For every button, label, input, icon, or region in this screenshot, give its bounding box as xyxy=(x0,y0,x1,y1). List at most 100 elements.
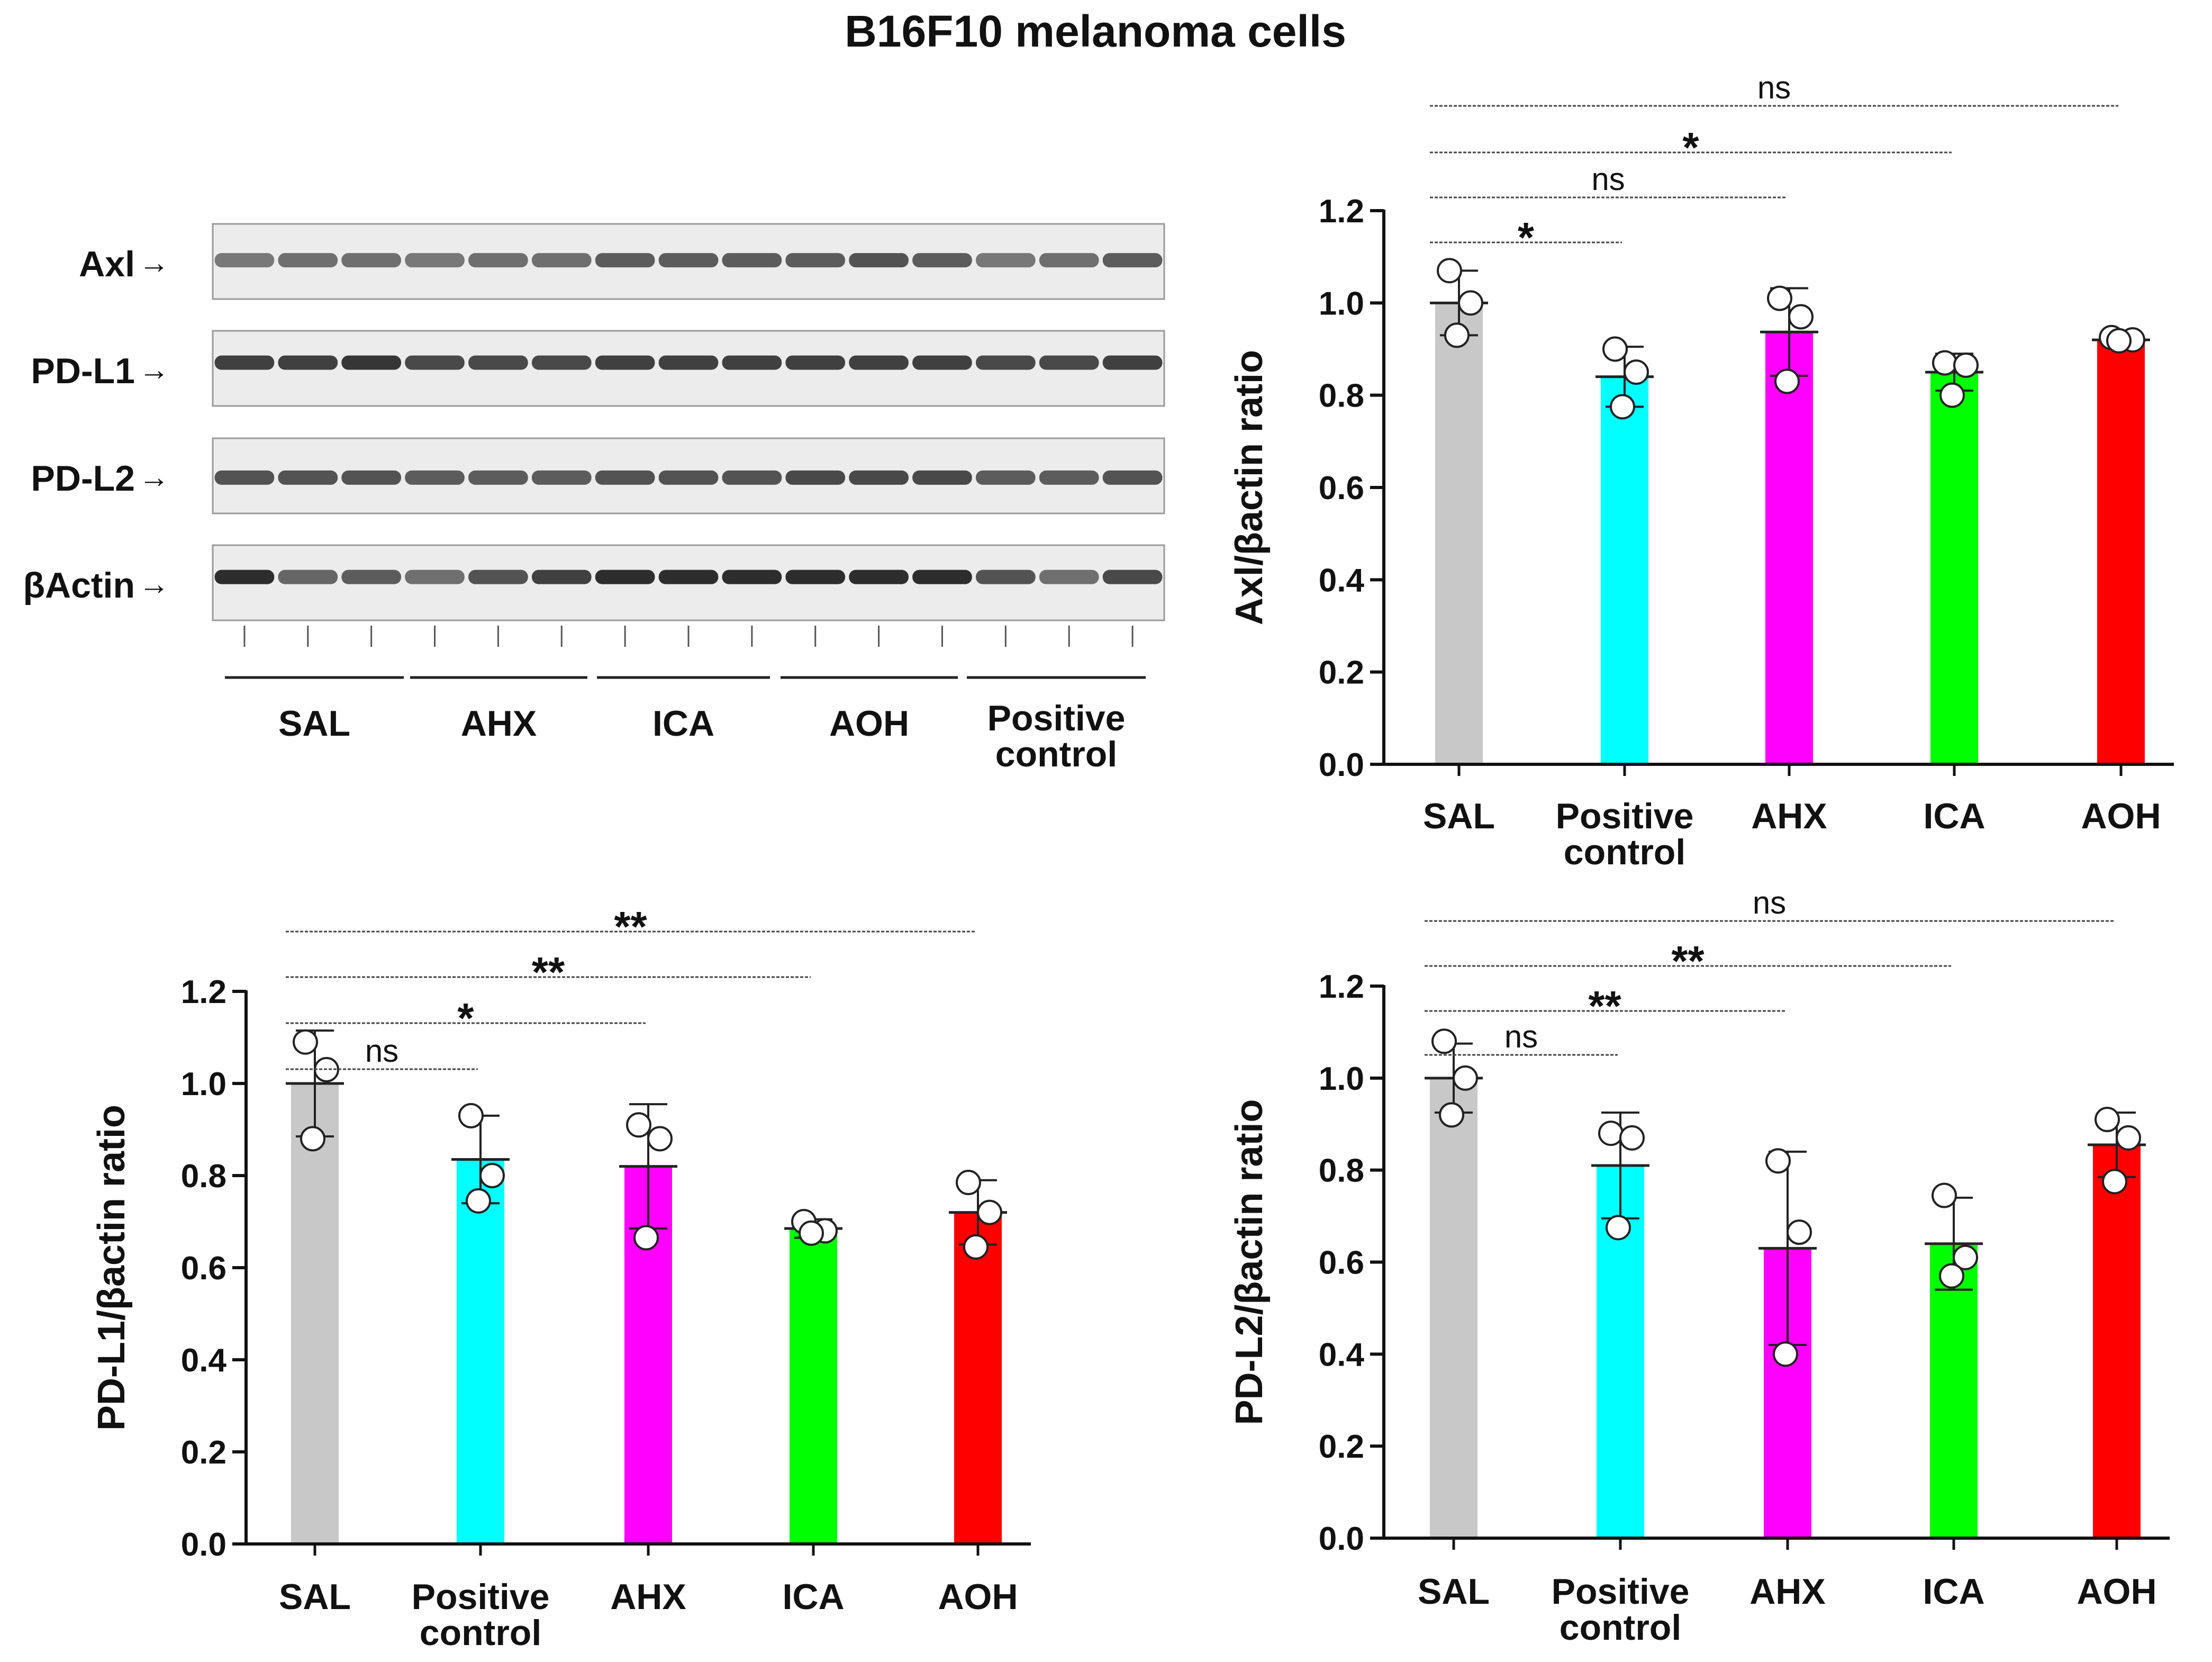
protein-band xyxy=(531,570,592,584)
protein-band xyxy=(658,253,719,268)
protein-band xyxy=(341,355,402,370)
data-point xyxy=(626,1112,651,1138)
arrow-icon: → xyxy=(139,246,169,280)
x-tick-label-line: control xyxy=(1560,1607,1681,1648)
blot-row-label: PD-L2 xyxy=(31,458,135,499)
y-tick-label: 0.4 xyxy=(1319,1336,1365,1373)
data-point xyxy=(1767,285,1792,311)
x-tick-label-line: Positive xyxy=(1552,1571,1690,1612)
data-point xyxy=(2116,1125,2141,1151)
y-tick-label: 1.2 xyxy=(1319,969,1364,1005)
y-tick-label: 0.2 xyxy=(181,1434,226,1471)
bar-sal xyxy=(1435,303,1483,764)
data-point xyxy=(479,1163,505,1188)
data-point xyxy=(1453,1065,1478,1091)
y-axis-label: Axl/βactin ratio xyxy=(1228,350,1271,625)
protein-band xyxy=(785,355,846,370)
data-point xyxy=(1619,1125,1645,1151)
x-tick-label-line: control xyxy=(420,1613,541,1653)
data-point xyxy=(2095,1107,2120,1133)
data-point xyxy=(293,1029,318,1055)
x-tick-label: AOH xyxy=(938,1577,1018,1617)
y-axis-label: PD-L2/βactin ratio xyxy=(1228,1099,1271,1425)
data-point xyxy=(647,1126,673,1152)
y-tick-label: 0.0 xyxy=(181,1526,226,1563)
protein-band xyxy=(849,355,909,370)
y-tick-label: 0.6 xyxy=(1319,470,1364,507)
bar-positive-control xyxy=(457,1159,504,1544)
protein-band xyxy=(1039,570,1099,584)
protein-band xyxy=(912,253,972,268)
y-tick-label: 0.2 xyxy=(1319,1429,1364,1465)
data-point xyxy=(458,1103,484,1128)
protein-band xyxy=(912,570,972,584)
y-tick-label: 0.6 xyxy=(1319,1245,1364,1281)
data-point xyxy=(1610,394,1635,420)
x-tick-label: ICA xyxy=(1923,1571,1984,1612)
pdl1-ratio-chart: 0.0 0.2 0.4 0.6 0.8 1.0 1.2 SAL Positive control A… xyxy=(90,903,1031,1653)
x-tick-label: AOH xyxy=(2081,796,2161,836)
data-point xyxy=(300,1126,325,1152)
x-tick-label: SAL xyxy=(279,1577,351,1617)
significance-label: * xyxy=(457,995,474,1042)
protein-band xyxy=(531,355,592,370)
arrow-icon: → xyxy=(139,567,169,601)
protein-band xyxy=(849,253,909,268)
group-label: SAL xyxy=(278,703,350,744)
protein-band xyxy=(658,355,719,370)
y-tick-label: 0.8 xyxy=(1319,378,1364,414)
protein-band xyxy=(975,355,1036,370)
data-point xyxy=(1598,1121,1624,1146)
data-point xyxy=(466,1188,491,1214)
data-point xyxy=(1606,1215,1631,1241)
protein-band xyxy=(912,470,972,485)
protein-band xyxy=(912,355,972,370)
y-tick-label: 0.2 xyxy=(1319,655,1364,691)
bar-ahx xyxy=(1765,332,1813,764)
protein-band xyxy=(278,570,338,584)
significance-label: ** xyxy=(1588,982,1621,1029)
data-point xyxy=(2106,328,2132,354)
protein-band xyxy=(341,570,402,584)
data-point xyxy=(1939,382,1965,408)
data-point xyxy=(1444,322,1470,348)
y-tick-label: 1.0 xyxy=(1319,285,1364,322)
x-tick-label-line: control xyxy=(1564,832,1685,872)
data-point xyxy=(1439,1102,1464,1128)
figure-title: B16F10 melanoma cells xyxy=(845,6,1346,56)
bar-ica xyxy=(790,1229,837,1544)
protein-band xyxy=(975,470,1036,485)
protein-band xyxy=(595,470,655,485)
x-tick-label: ICA xyxy=(782,1577,844,1617)
x-tick-label: SAL xyxy=(1423,796,1495,836)
protein-band xyxy=(849,470,909,485)
protein-band xyxy=(214,570,275,584)
protein-band xyxy=(658,570,719,584)
protein-band xyxy=(1039,470,1099,485)
protein-band xyxy=(595,570,655,584)
group-label: Positive control xyxy=(987,698,1126,774)
protein-band xyxy=(468,253,528,268)
protein-band xyxy=(595,355,655,370)
protein-band xyxy=(1102,570,1163,584)
significance-label: ** xyxy=(1671,937,1705,984)
western-blot-panel: Axl →PD-L1 →PD-L2 →βActin →SAL AHX ICA AOH Posit… xyxy=(23,223,1165,774)
data-point xyxy=(1953,353,1979,378)
protein-band xyxy=(785,570,846,584)
group-label: ICA xyxy=(652,703,714,744)
group-label: AOH xyxy=(829,703,909,744)
x-tick-label: AHX xyxy=(610,1577,686,1617)
data-point xyxy=(977,1199,1002,1225)
x-tick-label: Positive control xyxy=(1556,796,1694,872)
bar-ica xyxy=(1930,372,1978,764)
x-tick-label: SAL xyxy=(1418,1571,1490,1612)
x-tick-label: AOH xyxy=(2077,1571,2156,1612)
blot-row-label: βActin xyxy=(23,565,135,606)
protein-band xyxy=(531,470,592,485)
y-tick-label: 0.0 xyxy=(1319,1521,1364,1557)
data-point xyxy=(1437,258,1462,284)
pdl2-ratio-chart: 0.0 0.2 0.4 0.6 0.8 1.0 1.2 SAL Positive control A… xyxy=(1228,885,2170,1648)
protein-band xyxy=(722,570,782,584)
bar-aoh xyxy=(2093,1144,2141,1538)
